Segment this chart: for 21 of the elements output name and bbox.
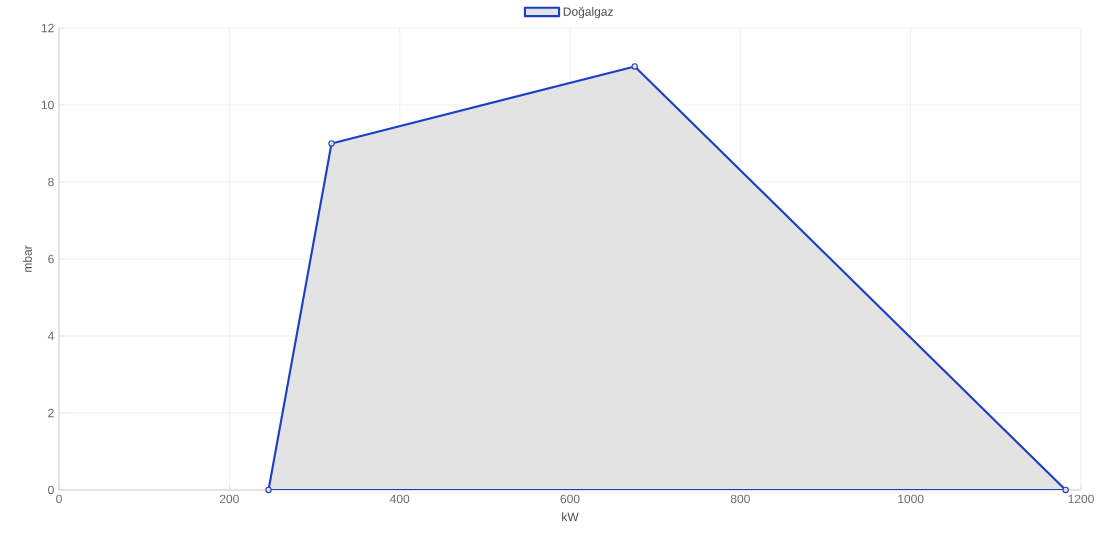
y-tick-label: 6 — [48, 254, 54, 264]
y-tick-label: 4 — [47, 331, 54, 341]
point — [328, 140, 335, 147]
x-tick-label: 200 — [219, 494, 239, 504]
point — [265, 486, 272, 494]
x-tick-label: 1200 — [1068, 494, 1094, 504]
y-axis-title: mbar — [22, 245, 32, 272]
point — [1062, 486, 1069, 494]
y-tick-label: 10 — [41, 100, 54, 110]
y-tick-label: 8 — [48, 177, 54, 187]
y-tick-label: 0 — [48, 485, 54, 495]
x-tick-label: 0 — [56, 494, 62, 504]
x-tick-label: 800 — [730, 494, 750, 504]
y-tick-label: 12 — [41, 23, 54, 33]
x-axis-title: kW — [562, 512, 579, 522]
x-tick-label: 400 — [389, 494, 410, 504]
y-tick-label: 2 — [48, 408, 54, 418]
legend-label: Doğalgaz — [563, 6, 613, 19]
x-tick-label: 1000 — [898, 494, 924, 504]
point — [631, 63, 638, 70]
x-tick-label: 600 — [560, 494, 580, 504]
